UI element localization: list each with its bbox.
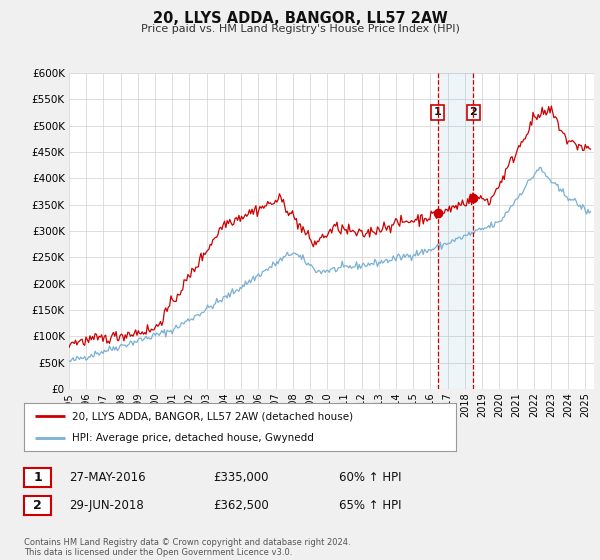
Text: 60% ↑ HPI: 60% ↑ HPI [339, 471, 401, 484]
Text: £362,500: £362,500 [213, 499, 269, 512]
Text: 1: 1 [434, 108, 442, 118]
Text: 65% ↑ HPI: 65% ↑ HPI [339, 499, 401, 512]
Bar [437, 73, 473, 389]
Text: 2: 2 [469, 108, 477, 118]
Text: £335,000: £335,000 [213, 471, 269, 484]
Text: 1: 1 [33, 471, 42, 484]
Text: 2: 2 [33, 499, 42, 512]
Text: 20, LLYS ADDA, BANGOR, LL57 2AW: 20, LLYS ADDA, BANGOR, LL57 2AW [152, 11, 448, 26]
Text: 27-MAY-2016: 27-MAY-2016 [69, 471, 146, 484]
Text: 29-JUN-2018: 29-JUN-2018 [69, 499, 144, 512]
Text: Price paid vs. HM Land Registry's House Price Index (HPI): Price paid vs. HM Land Registry's House … [140, 24, 460, 34]
Text: HPI: Average price, detached house, Gwynedd: HPI: Average price, detached house, Gwyn… [71, 433, 313, 443]
Text: Contains HM Land Registry data © Crown copyright and database right 2024.
This d: Contains HM Land Registry data © Crown c… [24, 538, 350, 557]
Text: 20, LLYS ADDA, BANGOR, LL57 2AW (detached house): 20, LLYS ADDA, BANGOR, LL57 2AW (detache… [71, 411, 353, 421]
